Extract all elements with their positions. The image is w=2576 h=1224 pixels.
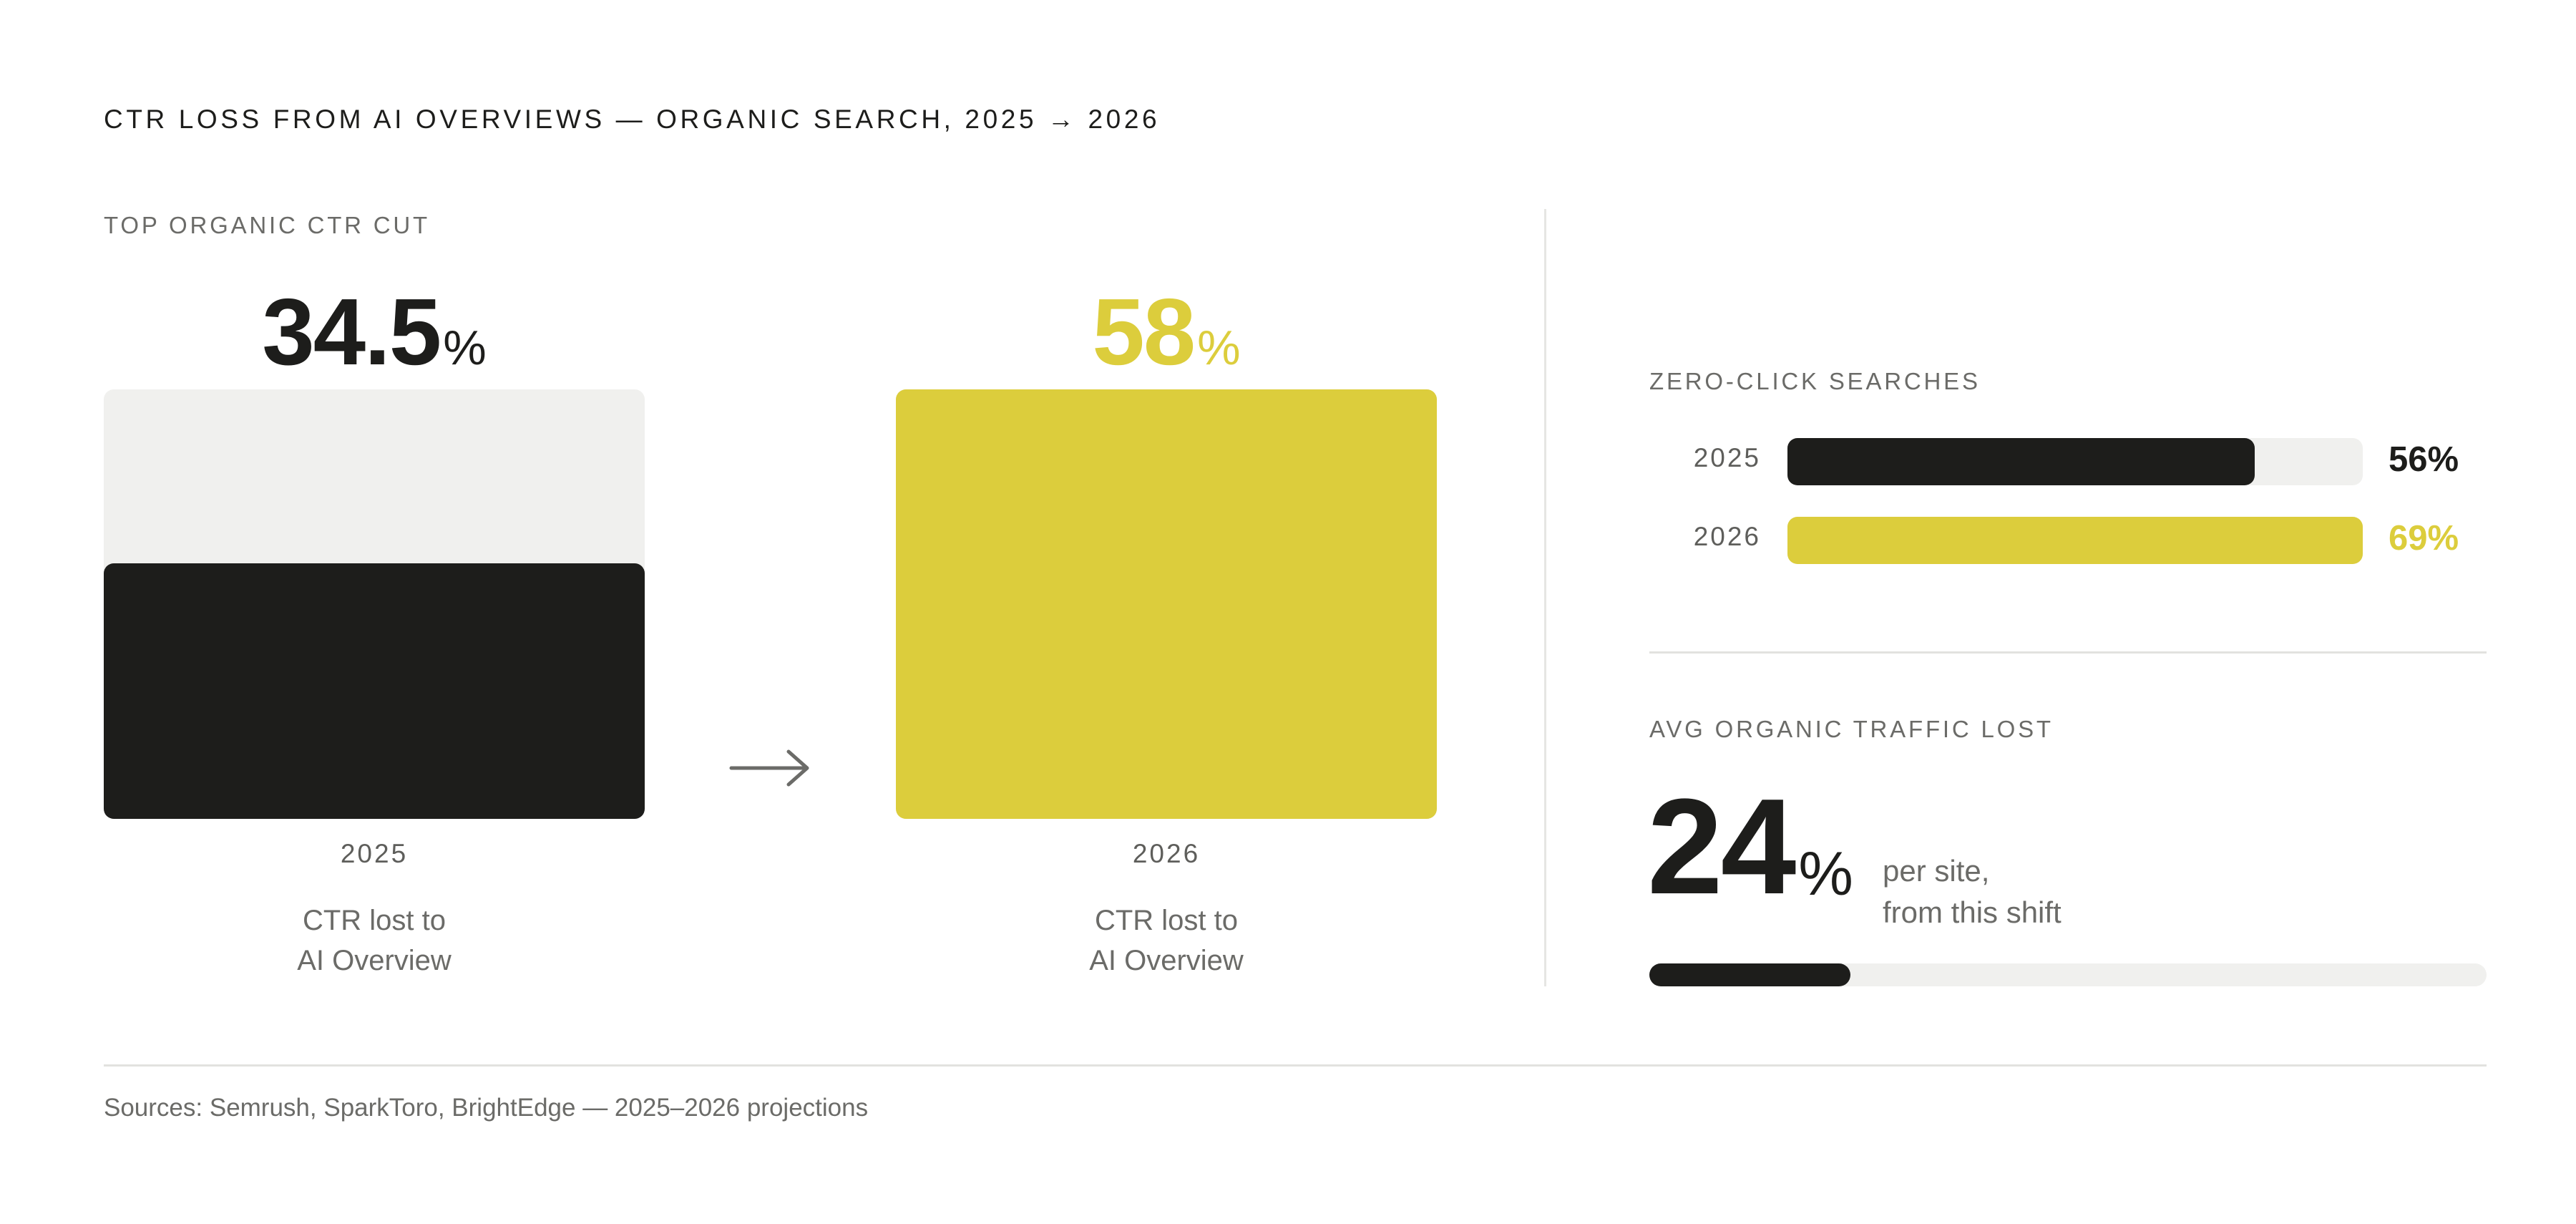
ctr-cut-section-label: TOP ORGANIC CTR CUT [104,212,431,238]
traffic-note: per site, from this shift [1883,854,2062,929]
sources-note: Sources: Semrush, SparkToro, BrightEdge … [104,1094,869,1122]
zero-click-value-label-2025: 56% [2389,440,2459,479]
traffic-bar [1649,963,1850,986]
zero-click-category-label-2026: 2026 [1693,522,1761,551]
vertical-divider [1544,209,1546,986]
zero-click-category-label-2025: 2025 [1693,443,1761,472]
ctr-category-label-2026: 2026 [1132,839,1201,868]
ctr-caption-2026: CTR lost to AI Overview [1089,905,1244,976]
traffic-value-number: 24 [1647,771,1796,923]
traffic-lost-section-label: AVG ORGANIC TRAFFIC LOST [1649,716,2054,742]
zero-click-bar-2025 [1787,438,2255,485]
ctr-category-label-2025: 2025 [340,839,409,868]
ctr-value-unit-2025: % [443,321,487,375]
zero-click-bar-2026 [1787,517,2363,564]
right-panel-divider [1649,651,2487,654]
zero-click-section-label: ZERO-CLICK SEARCHES [1649,368,1981,394]
ctr-value-label-2025: 34.5% [104,285,645,379]
ctr-bar-2025 [104,563,645,819]
traffic-value-unit: % [1798,840,1853,908]
footer-divider [104,1064,2487,1067]
page-title: CTR LOSS FROM AI OVERVIEWS — ORGANIC SEA… [104,105,1161,134]
traffic-value-label: 24% [1647,779,1853,915]
ctr-bar-2026 [896,389,1437,819]
arrow-right-icon [728,744,811,792]
ctr-value-label-2026: 58% [896,285,1437,379]
ctr-value-unit-2026: % [1197,321,1241,375]
ctr-caption-2025: CTR lost to AI Overview [297,905,452,976]
ctr-value-number-2025: 34.5 [262,279,441,384]
ctr-value-number-2026: 58 [1092,279,1196,384]
zero-click-value-label-2026: 69% [2389,519,2459,558]
